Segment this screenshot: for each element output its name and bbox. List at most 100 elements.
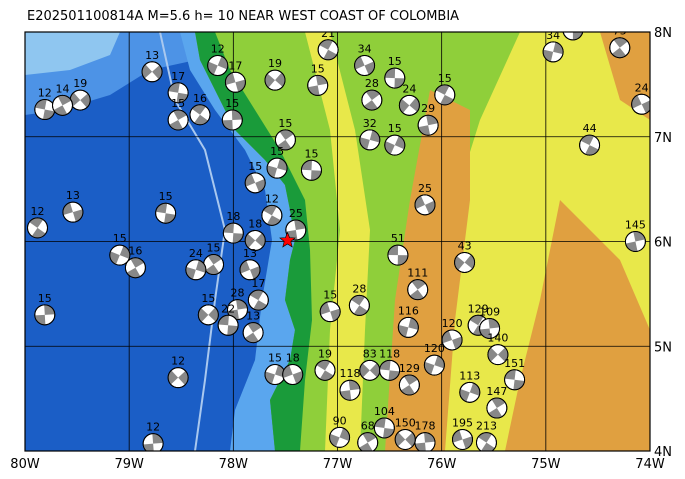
beachball-quadrant	[319, 39, 333, 50]
beachball-outline	[141, 61, 163, 83]
beachball-quadrant	[613, 37, 628, 48]
beachball-quadrant	[152, 433, 164, 444]
beachball: 15	[221, 97, 243, 131]
beachball-outline	[359, 129, 381, 151]
beachball-quadrant	[365, 90, 380, 101]
beachball-quadrant	[244, 332, 259, 343]
beachball: 34	[354, 43, 376, 77]
y-tick-label: 7N	[654, 131, 672, 146]
beachball-quadrant	[631, 95, 642, 109]
beachball: 29	[417, 102, 439, 136]
beachball-quadrant	[255, 233, 266, 248]
depth-label: 150	[395, 416, 416, 429]
beachball-quadrant	[294, 219, 306, 230]
beachball: 15	[109, 232, 131, 266]
beachball-quadrant	[42, 109, 55, 120]
beachball: 15	[155, 190, 177, 224]
beachball-outline	[109, 244, 131, 266]
beachball-outline	[221, 109, 243, 131]
beachball: 151	[504, 357, 526, 391]
beachball: 15	[384, 122, 406, 156]
depth-label: 28	[365, 77, 379, 90]
beachball-quadrant	[363, 100, 378, 111]
beachball-quadrant	[142, 64, 153, 79]
beachball-quadrant	[374, 417, 386, 428]
x-tick-label: 80W	[10, 457, 40, 472]
x-tick-label: 75W	[531, 457, 561, 472]
beachball-outline	[167, 82, 189, 104]
depth-label: 28	[352, 282, 366, 295]
beachball: 25	[285, 207, 307, 241]
beachball: 43	[454, 239, 476, 273]
depth-label: 213	[476, 420, 497, 433]
depth-label: 68	[361, 420, 375, 433]
beachball-outline	[142, 433, 164, 451]
depth-label: 17	[251, 277, 265, 290]
beachball-quadrant	[315, 75, 328, 86]
beachball-quadrant	[418, 125, 431, 136]
beachball: 195	[452, 416, 473, 450]
terrain: 79 75 34 24 44 145 43 51 111 116 25 15 29 24 15 28 32 34 2…	[25, 32, 650, 451]
x-tick-label: 77W	[323, 457, 353, 472]
beachball: 17	[247, 277, 269, 311]
depth-label: 12	[31, 205, 45, 218]
beachball-quadrant	[155, 203, 168, 214]
beachball-quadrant	[491, 398, 506, 409]
beachball-outline	[487, 344, 509, 366]
beachball-outline	[357, 432, 379, 451]
depth-label: 14	[56, 82, 70, 95]
beachball-quadrant	[168, 82, 180, 93]
beachball-outline	[384, 67, 406, 89]
beachball-outline	[319, 301, 341, 323]
depth-label: 12	[38, 87, 52, 100]
beachball: 24	[398, 82, 420, 116]
beachball-quadrant	[426, 115, 438, 126]
beachball-quadrant	[353, 305, 368, 316]
beachball-outline	[579, 134, 601, 156]
depth-label: 15	[159, 190, 173, 203]
beachball: 178	[415, 420, 436, 451]
beachball-outline	[479, 317, 501, 339]
beachball: 109	[479, 305, 501, 339]
cordillera	[505, 200, 650, 451]
beachball: 15	[434, 72, 456, 106]
beachball: 111	[407, 267, 429, 301]
depth-label: 113	[459, 369, 480, 382]
beachball-quadrant	[553, 42, 564, 55]
beachball-quadrant	[198, 307, 209, 323]
beachball-quadrant	[227, 309, 239, 320]
beachball-quadrant	[265, 73, 275, 88]
depth-label: 18	[248, 217, 262, 230]
beachball-quadrant	[130, 257, 145, 268]
beachball-quadrant	[267, 215, 281, 226]
beachball-quadrant	[245, 233, 256, 248]
beachball-outline	[414, 194, 436, 216]
beachball-quadrant	[469, 315, 484, 326]
depth-label: 15	[248, 160, 262, 173]
depth-label: 120	[442, 317, 463, 330]
beachball-quadrant	[513, 379, 525, 390]
beachball-outline	[542, 41, 564, 63]
beachball: 150	[394, 416, 416, 450]
beachball: 19	[314, 347, 336, 381]
beachball-quadrant	[53, 105, 68, 116]
beachball-quadrant	[227, 325, 239, 336]
depth-label: 13	[243, 247, 257, 260]
beachball-quadrant	[572, 32, 583, 40]
beachball-quadrant	[222, 119, 233, 130]
depth-label: 178	[415, 420, 436, 433]
depth-label: 15	[225, 97, 239, 110]
beachball-quadrant	[497, 347, 508, 362]
x-tick-label: 79W	[114, 457, 144, 472]
beachball: 24	[631, 81, 650, 115]
beachball: 15	[300, 147, 322, 181]
beachball-outline	[407, 279, 429, 301]
depth-label: 13	[145, 49, 159, 62]
beachball-quadrant	[440, 94, 454, 105]
beachball-quadrant	[207, 254, 222, 265]
beachball-outline	[398, 94, 420, 116]
beachball-quadrant	[301, 160, 312, 171]
beachball-quadrant	[319, 370, 334, 381]
beachball: 147	[486, 385, 508, 419]
